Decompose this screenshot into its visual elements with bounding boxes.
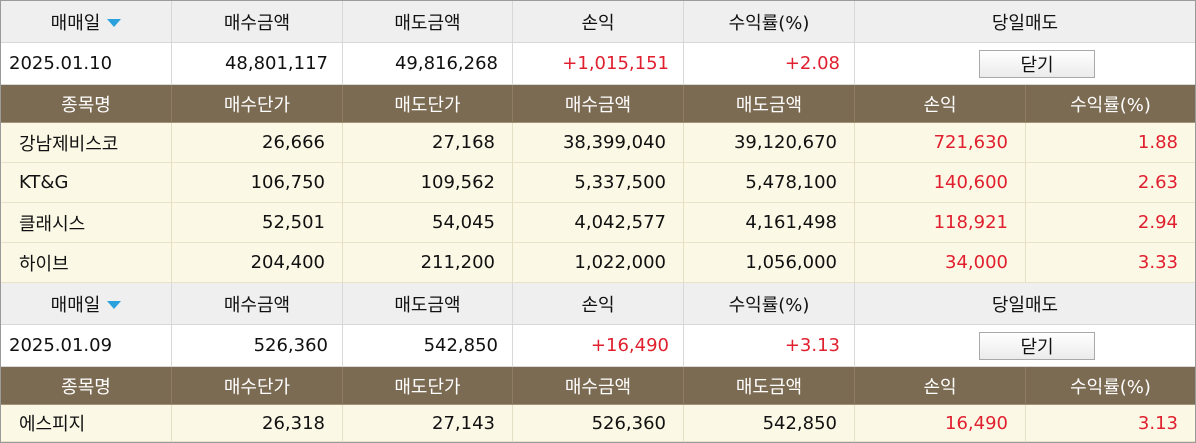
table-row[interactable]: 강남제비스코 26,666 27,168 38,399,040 39,120,6…	[1, 123, 1195, 163]
col-sell-price: 매도단가	[343, 367, 513, 405]
sell-amount: 39,120,670	[684, 123, 855, 163]
col-buy-price: 매수단가	[172, 85, 343, 123]
profit: 34,000	[855, 243, 1026, 283]
sell-price: 27,143	[343, 405, 513, 442]
summary-profit: +16,490	[513, 325, 684, 367]
sell-price: 54,045	[343, 203, 513, 243]
return-rate: 2.94	[1026, 203, 1195, 243]
col-sell-amount: 매도금액	[684, 367, 855, 405]
trade-date-sort-header[interactable]: 매매일	[1, 1, 172, 43]
stock-name: 에스피지	[1, 405, 172, 442]
header-label: 매매일	[50, 12, 101, 34]
close-button-cell: 닫기	[855, 325, 1195, 367]
stock-name: KT&G	[1, 163, 172, 203]
header-same-day-sell: 당일매도	[855, 283, 1195, 325]
stock-name: 강남제비스코	[1, 123, 172, 163]
col-profit: 손익	[855, 85, 1026, 123]
profit: 140,600	[855, 163, 1026, 203]
summary-return-rate: +3.13	[684, 325, 855, 367]
profit: 16,490	[855, 405, 1026, 442]
table-row[interactable]: 에스피지 26,318 27,143 526,360 542,850 16,49…	[1, 405, 1195, 442]
summary-buy-amount: 526,360	[172, 325, 343, 367]
col-stock-name: 종목명	[1, 367, 172, 405]
sell-amount: 5,478,100	[684, 163, 855, 203]
buy-price: 26,666	[172, 123, 343, 163]
header-sell-amount: 매도금액	[343, 283, 513, 325]
header-profit: 손익	[513, 283, 684, 325]
col-profit: 손익	[855, 367, 1026, 405]
stock-name: 클래시스	[1, 203, 172, 243]
caret-down-icon[interactable]	[107, 300, 122, 309]
summary-buy-amount: 48,801,117	[172, 43, 343, 85]
buy-amount: 1,022,000	[513, 243, 684, 283]
summary-row: 2025.01.10 48,801,117 49,816,268 +1,015,…	[1, 43, 1195, 85]
table-row[interactable]: 클래시스 52,501 54,045 4,042,577 4,161,498 1…	[1, 203, 1195, 243]
sell-price: 27,168	[343, 123, 513, 163]
return-rate: 3.33	[1026, 243, 1195, 283]
summary-date: 2025.01.10	[1, 43, 172, 85]
col-buy-price: 매수단가	[172, 367, 343, 405]
sell-amount: 4,161,498	[684, 203, 855, 243]
close-button[interactable]: 닫기	[979, 49, 1095, 78]
column-header-row: 종목명 매수단가 매도단가 매수금액 매도금액 손익 수익률(%)	[1, 85, 1195, 123]
buy-amount: 38,399,040	[513, 123, 684, 163]
col-sell-price: 매도단가	[343, 85, 513, 123]
column-header-row: 종목명 매수단가 매도단가 매수금액 매도금액 손익 수익률(%)	[1, 367, 1195, 405]
header-label: 매매일	[50, 294, 101, 316]
sell-price: 211,200	[343, 243, 513, 283]
buy-price: 52,501	[172, 203, 343, 243]
col-return-rate: 수익률(%)	[1026, 85, 1195, 123]
trade-date-sort-header[interactable]: 매매일	[1, 283, 172, 325]
section-header-row: 매매일 매수금액 매도금액 손익 수익률(%) 당일매도	[1, 283, 1195, 325]
table-row[interactable]: KT&G 106,750 109,562 5,337,500 5,478,100…	[1, 163, 1195, 203]
summary-date: 2025.01.09	[1, 325, 172, 367]
sell-amount: 1,056,000	[684, 243, 855, 283]
header-return-rate: 수익률(%)	[684, 1, 855, 43]
return-rate: 2.63	[1026, 163, 1195, 203]
col-buy-amount: 매수금액	[513, 85, 684, 123]
header-same-day-sell: 당일매도	[855, 1, 1195, 43]
buy-price: 106,750	[172, 163, 343, 203]
header-return-rate: 수익률(%)	[684, 283, 855, 325]
buy-price: 26,318	[172, 405, 343, 442]
stock-name: 하이브	[1, 243, 172, 283]
summary-sell-amount: 542,850	[343, 325, 513, 367]
header-buy-amount: 매수금액	[172, 283, 343, 325]
buy-price: 204,400	[172, 243, 343, 283]
return-rate: 3.13	[1026, 405, 1195, 442]
header-buy-amount: 매수금액	[172, 1, 343, 43]
profit: 721,630	[855, 123, 1026, 163]
summary-profit: +1,015,151	[513, 43, 684, 85]
close-button[interactable]: 닫기	[979, 331, 1095, 360]
profit: 118,921	[855, 203, 1026, 243]
close-button-cell: 닫기	[855, 43, 1195, 85]
section-header-row: 매매일 매수금액 매도금액 손익 수익률(%) 당일매도	[1, 1, 1195, 43]
header-sell-amount: 매도금액	[343, 1, 513, 43]
sell-amount: 542,850	[684, 405, 855, 442]
summary-row: 2025.01.09 526,360 542,850 +16,490 +3.13…	[1, 325, 1195, 367]
col-return-rate: 수익률(%)	[1026, 367, 1195, 405]
col-stock-name: 종목명	[1, 85, 172, 123]
summary-return-rate: +2.08	[684, 43, 855, 85]
caret-down-icon[interactable]	[107, 18, 122, 27]
buy-amount: 5,337,500	[513, 163, 684, 203]
sell-price: 109,562	[343, 163, 513, 203]
buy-amount: 4,042,577	[513, 203, 684, 243]
summary-sell-amount: 49,816,268	[343, 43, 513, 85]
buy-amount: 526,360	[513, 405, 684, 442]
table-row[interactable]: 하이브 204,400 211,200 1,022,000 1,056,000 …	[1, 243, 1195, 283]
col-buy-amount: 매수금액	[513, 367, 684, 405]
header-profit: 손익	[513, 1, 684, 43]
col-sell-amount: 매도금액	[684, 85, 855, 123]
return-rate: 1.88	[1026, 123, 1195, 163]
